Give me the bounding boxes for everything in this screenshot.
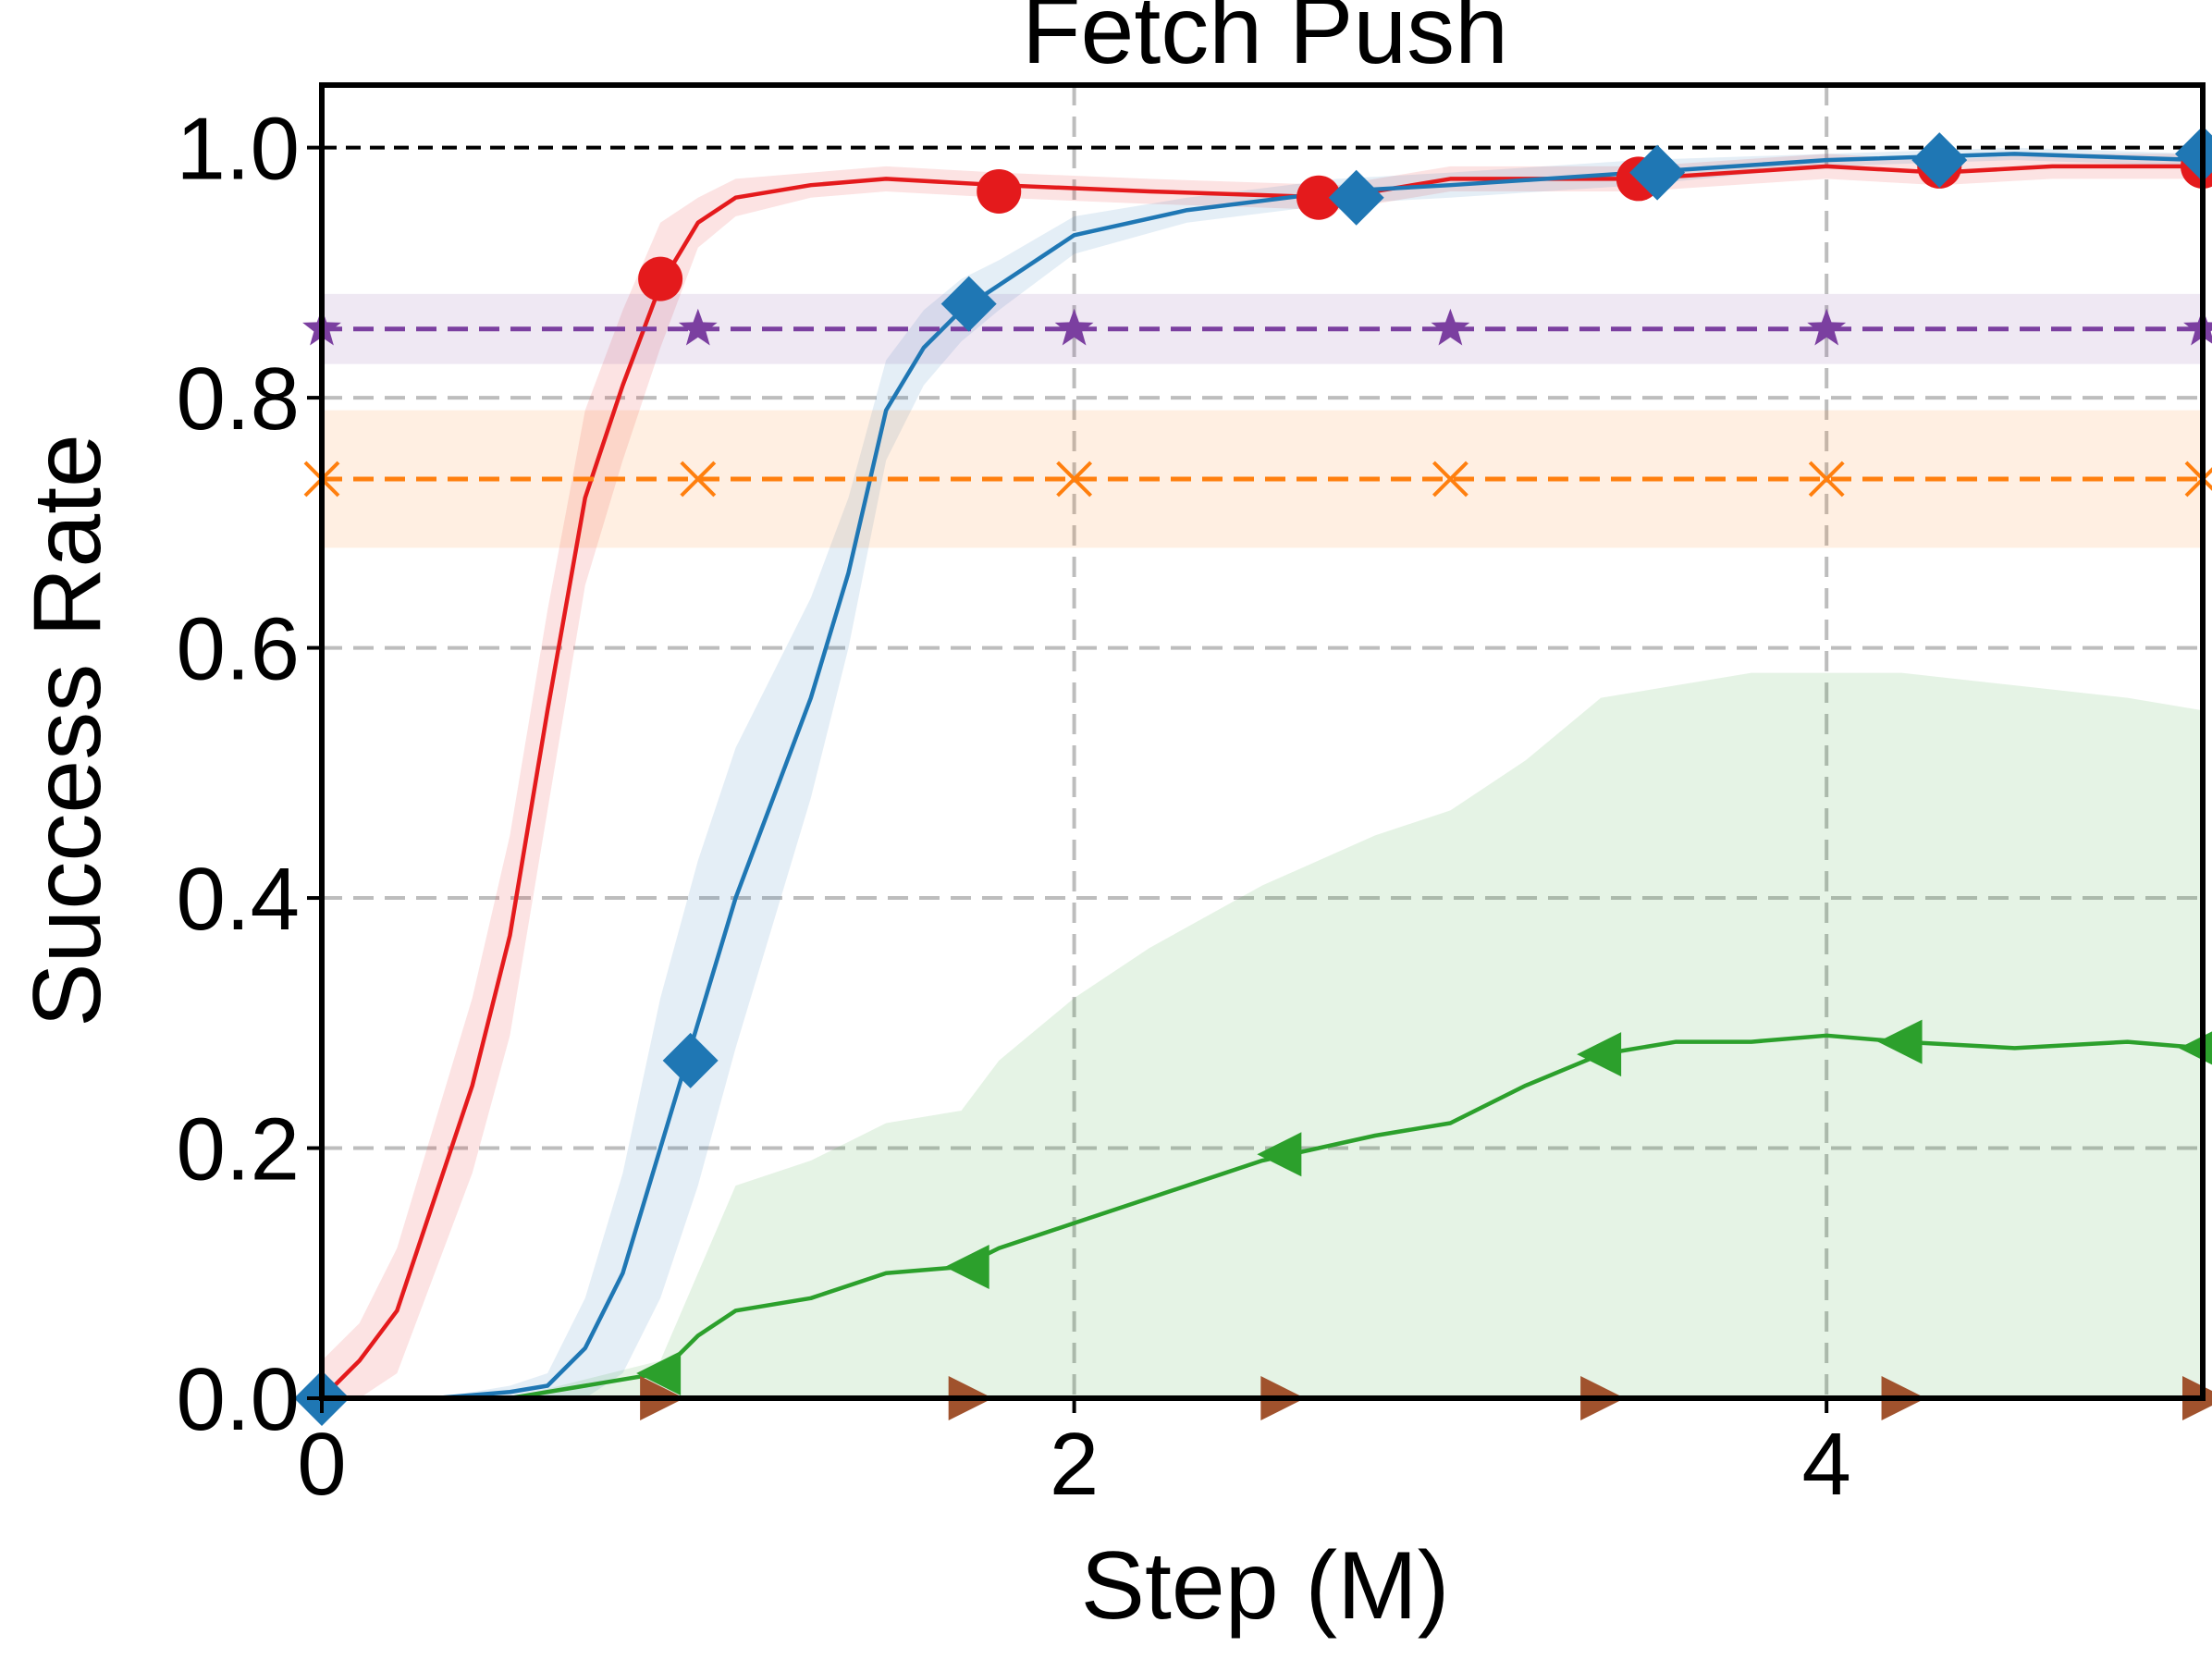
series-6-marker bbox=[1808, 461, 1845, 498]
series-5-marker bbox=[678, 308, 718, 346]
y-tick-label: 0.4 bbox=[177, 850, 300, 949]
series-1-marker bbox=[638, 256, 683, 301]
series-2-marker bbox=[940, 276, 997, 332]
y-tick-label: 0.0 bbox=[177, 1350, 300, 1449]
series-6-marker bbox=[1432, 461, 1469, 498]
series-3-line bbox=[322, 1033, 2203, 1398]
series-6-band bbox=[322, 410, 2203, 548]
y-axis-label: Success Rate bbox=[14, 434, 121, 1027]
y-tick-label: 0.6 bbox=[177, 600, 300, 699]
axis-layer: 0 2 4 0.0 0.2 0.4 0.6 0.8 1.0 bbox=[177, 82, 2206, 1514]
x-tick-label: 0 bbox=[297, 1415, 346, 1514]
series-6-marker bbox=[680, 461, 717, 498]
series-5-marker bbox=[1807, 308, 1847, 346]
series-6-marker-b bbox=[1056, 461, 1093, 498]
series-3-marker bbox=[944, 1245, 989, 1289]
series-2-marker bbox=[1328, 169, 1384, 226]
y-tick-label: 1.0 bbox=[177, 100, 300, 199]
series-1-line bbox=[322, 164, 2203, 1398]
x-tick-label: 2 bbox=[1050, 1415, 1099, 1514]
series-6-marker-b bbox=[680, 461, 717, 498]
series-6-marker bbox=[1056, 461, 1093, 498]
series-5-marker bbox=[1431, 308, 1470, 346]
plot-frame bbox=[319, 82, 2206, 1401]
series-5-band bbox=[322, 293, 2203, 364]
series-5-marker bbox=[1054, 308, 1094, 346]
y-tick-label: 0.2 bbox=[177, 1100, 300, 1199]
series-3-marker bbox=[636, 1350, 682, 1395]
series-2-marker bbox=[662, 1032, 719, 1088]
y-tick-label: 0.8 bbox=[177, 350, 300, 449]
band-layer bbox=[322, 147, 2203, 1398]
series-1-marker bbox=[1296, 175, 1342, 220]
line-layer bbox=[322, 145, 2203, 1398]
series-3-marker bbox=[1257, 1132, 1302, 1177]
x-axis-label: Step (M) bbox=[1081, 1532, 1450, 1640]
series-3-marker bbox=[1877, 1019, 1923, 1064]
series-6-marker-b bbox=[1808, 461, 1845, 498]
chart-title: Fetch Push bbox=[1022, 0, 1508, 84]
series-3-marker bbox=[1577, 1032, 1622, 1077]
series-2-marker bbox=[1911, 132, 1968, 189]
series-2-marker bbox=[1629, 144, 1686, 201]
marker-layer bbox=[294, 126, 2212, 1426]
series-3-band bbox=[322, 672, 2203, 1398]
series-6-marker-b bbox=[1432, 461, 1469, 498]
series-2-line bbox=[322, 152, 2203, 1398]
x-tick-label: 4 bbox=[1802, 1415, 1851, 1514]
series-1-marker bbox=[977, 168, 1022, 214]
